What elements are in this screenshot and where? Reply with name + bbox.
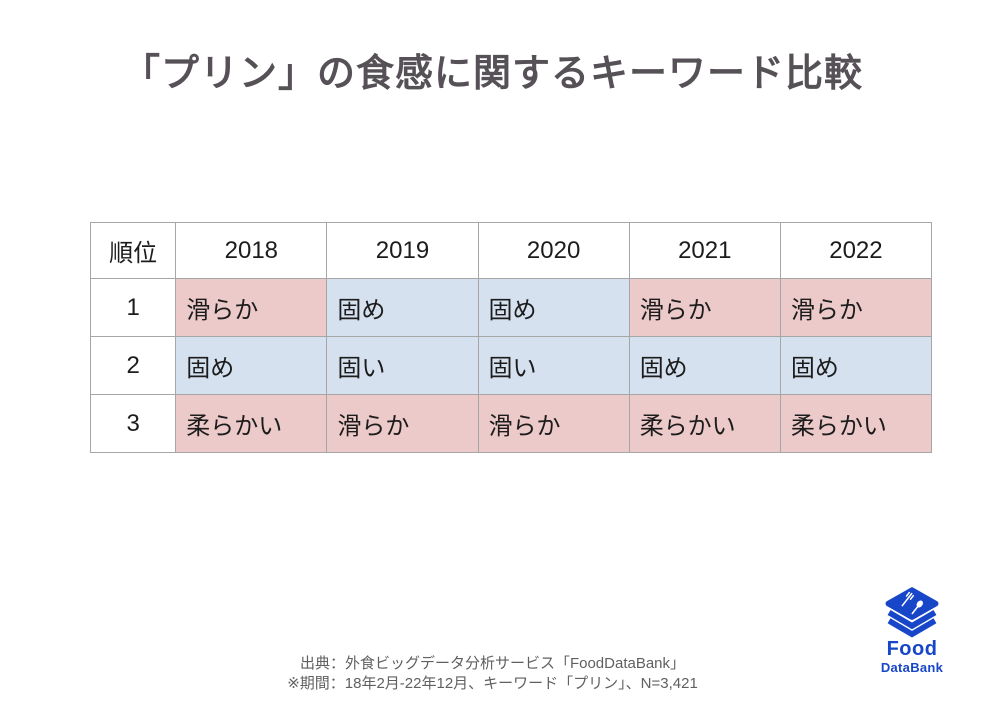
period-text: ※期間：18年2月-22年12月、キーワード「プリン」、N=3,421 (287, 675, 698, 692)
keyword-cell: 固い (477, 336, 630, 395)
table-header-row: 順位 2018 2019 2020 2021 2022 (89, 222, 933, 279)
keyword-cell: 固め (628, 336, 781, 395)
column-header-2022: 2022 (779, 222, 933, 279)
column-header-2021: 2021 (628, 222, 781, 279)
rank-cell: 2 (89, 336, 177, 395)
keyword-cell: 固い (326, 336, 479, 395)
keyword-cell: 固め (175, 336, 328, 395)
column-header-2018: 2018 (175, 222, 328, 279)
logo-title: Food (886, 638, 938, 660)
logo-subtitle: DataBank (880, 660, 944, 675)
keyword-cell: 固め (477, 278, 630, 337)
footer-notes: 出典：外食ビッグデータ分析サービス「FoodDataBank」 ※期間：18年2… (0, 654, 985, 694)
keyword-cell: 柔らかい (628, 394, 781, 453)
column-header-2020: 2020 (477, 222, 630, 279)
fooddatabank-logo: Food DataBank (869, 587, 955, 674)
table-row-rank2: 2 固め 固い 固い 固め 固め (89, 336, 933, 395)
keyword-ranking-table: 順位 2018 2019 2020 2021 2022 1 滑らか 固め 固め … (89, 222, 933, 453)
keyword-cell: 固め (779, 336, 933, 395)
fork-spoon-stack-icon (885, 587, 939, 638)
keyword-cell: 固め (326, 278, 479, 337)
keyword-cell: 滑らか (779, 278, 933, 337)
table-row-rank1: 1 滑らか 固め 固め 滑らか 滑らか (89, 278, 933, 337)
keyword-cell: 柔らかい (175, 394, 328, 453)
column-header-rank: 順位 (89, 222, 177, 279)
rank-cell: 3 (89, 394, 177, 453)
rank-cell: 1 (89, 278, 177, 337)
table-row-rank3: 3 柔らかい 滑らか 滑らか 柔らかい 柔らかい (89, 394, 933, 453)
keyword-cell: 滑らか (628, 278, 781, 337)
keyword-cell: 滑らか (175, 278, 328, 337)
column-header-2019: 2019 (326, 222, 479, 279)
source-text: 出典：外食ビッグデータ分析サービス「FoodDataBank」 (299, 655, 686, 672)
keyword-cell: 柔らかい (779, 394, 933, 453)
keyword-cell: 滑らか (477, 394, 630, 453)
slide-title: 「プリン」の食感に関するキーワード比較 (121, 53, 863, 95)
keyword-cell: 滑らか (326, 394, 479, 453)
